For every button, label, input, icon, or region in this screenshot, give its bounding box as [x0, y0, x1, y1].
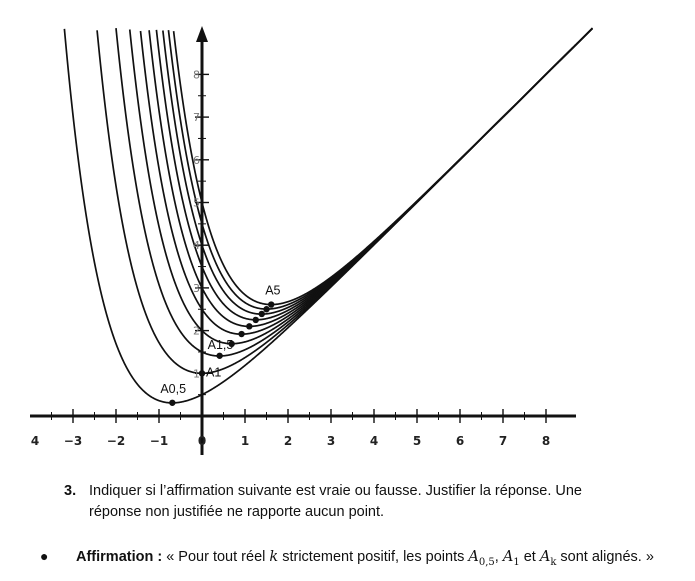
point-marker	[238, 330, 245, 338]
point-marker	[198, 370, 206, 377]
curve-k-5	[172, 27, 594, 306]
affirmation-mid: strictement positif, les points	[278, 549, 469, 565]
affirmation-close: sont alignés. »	[556, 549, 654, 565]
curve-k-1	[96, 27, 594, 375]
y-tick-label: 4	[193, 239, 200, 252]
x-tick-label: 4	[31, 434, 39, 448]
point-marker	[246, 323, 253, 330]
point-marker	[252, 316, 259, 324]
point-marker	[263, 306, 270, 313]
k-var: k	[269, 549, 279, 565]
curves-layer	[63, 27, 594, 404]
y-tick-label: 6	[193, 154, 200, 167]
x-tick-label: 6	[456, 434, 464, 448]
point-marker	[268, 301, 275, 308]
point-marker	[216, 352, 223, 359]
x-tick-label: 2	[284, 434, 292, 448]
x-tick-label: −2	[107, 434, 125, 448]
point-marker	[258, 310, 265, 318]
point-label: A0,5	[160, 382, 186, 396]
point-ak: Ak	[539, 549, 557, 568]
x-tick-label: 4	[370, 434, 378, 448]
point-label: A1,5	[208, 338, 234, 352]
sep-2: et	[519, 549, 540, 565]
y-axis-arrow-icon	[196, 26, 208, 42]
curve-k-4.5	[167, 27, 594, 310]
point-label: A1	[206, 365, 221, 379]
x-tick-label: −1	[150, 434, 168, 448]
y-tick-label: 3	[193, 282, 200, 295]
y-tick-label: 8	[193, 68, 200, 81]
affirmation-open: « Pour tout réel	[166, 549, 270, 565]
points-layer: A0,5 A1 A1,5 A5	[160, 284, 281, 406]
x-tick-label: −3	[64, 434, 82, 448]
x-tick-label: 7	[499, 434, 507, 448]
question-3: 3. Indiquer si l’affirmation suivante es…	[64, 481, 624, 523]
x-tick-label: 8	[542, 434, 550, 448]
sep-1: ,	[494, 549, 503, 565]
curve-k-0.5	[63, 27, 594, 404]
point-label: A5	[265, 284, 280, 298]
point-a05: A0,5	[468, 549, 495, 568]
y-tick-label: 5	[193, 197, 200, 210]
question-number: 3.	[64, 483, 77, 499]
x-tick-label: 5	[413, 434, 421, 448]
y-tick-label: 1	[193, 367, 200, 380]
affirmation: ● Affirmation : « Pour tout réel k strict…	[40, 546, 690, 573]
x-tick-label: 3	[327, 434, 335, 448]
y-tick-label: 7	[193, 111, 200, 124]
curve-family-figure: 4 −3 −2 −1 0 1 2 3 4 5 6 7 8 1 2 3 4 5 6 7 8 A0,5 A1 A1,5 A5	[30, 26, 594, 455]
y-tick-label: 2	[193, 325, 200, 338]
axes-layer: 4 −3 −2 −1 0 1 2 3 4 5 6 7 8 1 2 3 4 5 6 7 8	[30, 26, 576, 455]
x-tick-label: 1	[241, 434, 249, 448]
bullet-icon: ●	[40, 548, 49, 564]
point-a1: A1	[502, 549, 520, 568]
point-marker	[228, 340, 235, 348]
chart-canvas: 4 −3 −2 −1 0 1 2 3 4 5 6 7 8 1 2 3 4 5 6 7 8 A0,5 A1 A1,5 A5	[30, 26, 594, 455]
x-tick-label: 0	[198, 434, 206, 448]
curve-k-3	[148, 27, 594, 328]
affirmation-label: Affirmation :	[76, 549, 163, 565]
point-marker	[169, 399, 176, 406]
question-text: Indiquer si l’affirmation suivante est v…	[89, 483, 582, 520]
